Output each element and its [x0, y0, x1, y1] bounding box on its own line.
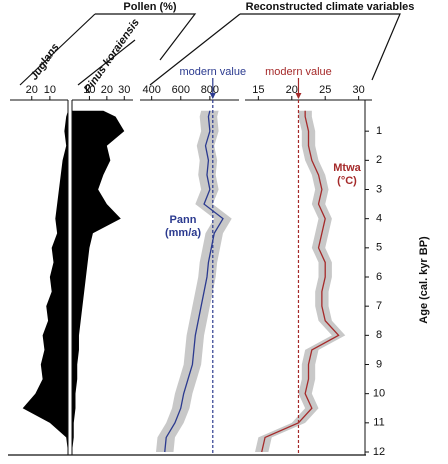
y-tick-label: 5 [376, 242, 382, 254]
pollen-area [22, 110, 68, 452]
y-tick-label: 6 [376, 271, 382, 283]
juglans-diagonal [19, 13, 96, 86]
annotation: modern value [179, 66, 246, 78]
annotation: modern value [265, 66, 332, 78]
y-tick-label: 3 [376, 183, 382, 195]
reconstruction-line [261, 110, 340, 453]
x-tick-label: 30 [118, 84, 130, 96]
header: Pollen (%) [123, 1, 177, 13]
variable-label: (°C) [337, 175, 357, 187]
x-tick-label: 20 [286, 84, 298, 96]
x-tick-label: 800 [201, 84, 219, 96]
header: Reconstructed climate variables [246, 1, 415, 13]
y-tick-label: 12 [373, 446, 385, 458]
pollen-bracket [95, 13, 197, 61]
climate-diagonal [149, 13, 241, 86]
uncertainty-band [255, 110, 346, 452]
variable-label: Pann [170, 214, 197, 226]
x-tick-label: 600 [172, 84, 190, 96]
variable-label: (mm/a) [165, 227, 201, 239]
uncertainty-band [156, 110, 232, 452]
climate-bracket [240, 13, 401, 81]
y-tick-label: 4 [376, 213, 382, 225]
y-tick-label: 2 [376, 154, 382, 166]
x-tick-label: 30 [353, 84, 365, 96]
x-tick-label: 20 [101, 84, 113, 96]
x-tick-label: 10 [44, 84, 56, 96]
pinus-diagonal [77, 39, 136, 86]
x-tick-label: 15 [252, 84, 264, 96]
arrow-head [295, 93, 302, 99]
taxon-label: Juglans [28, 41, 62, 82]
arrow-head [209, 93, 216, 99]
x-tick-label: 25 [319, 84, 331, 96]
decoration [19, 13, 401, 86]
y-tick-label: 9 [376, 358, 382, 370]
reconstruction-line [164, 110, 224, 453]
y-tick-label: 8 [376, 329, 382, 341]
x-tick-label: 400 [142, 84, 160, 96]
variable-label: Mtwa [333, 162, 361, 174]
y-tick-label: 11 [373, 417, 384, 429]
y-tick-label: 7 [376, 300, 382, 312]
y-tick-label: 1 [376, 125, 382, 137]
y-axis-title: Age (cal. kyr BP) [418, 236, 430, 324]
pollen-area [72, 110, 125, 452]
y-tick-label: 10 [373, 388, 385, 400]
x-tick-label: 10 [83, 84, 95, 96]
x-tick-label: 20 [26, 84, 38, 96]
